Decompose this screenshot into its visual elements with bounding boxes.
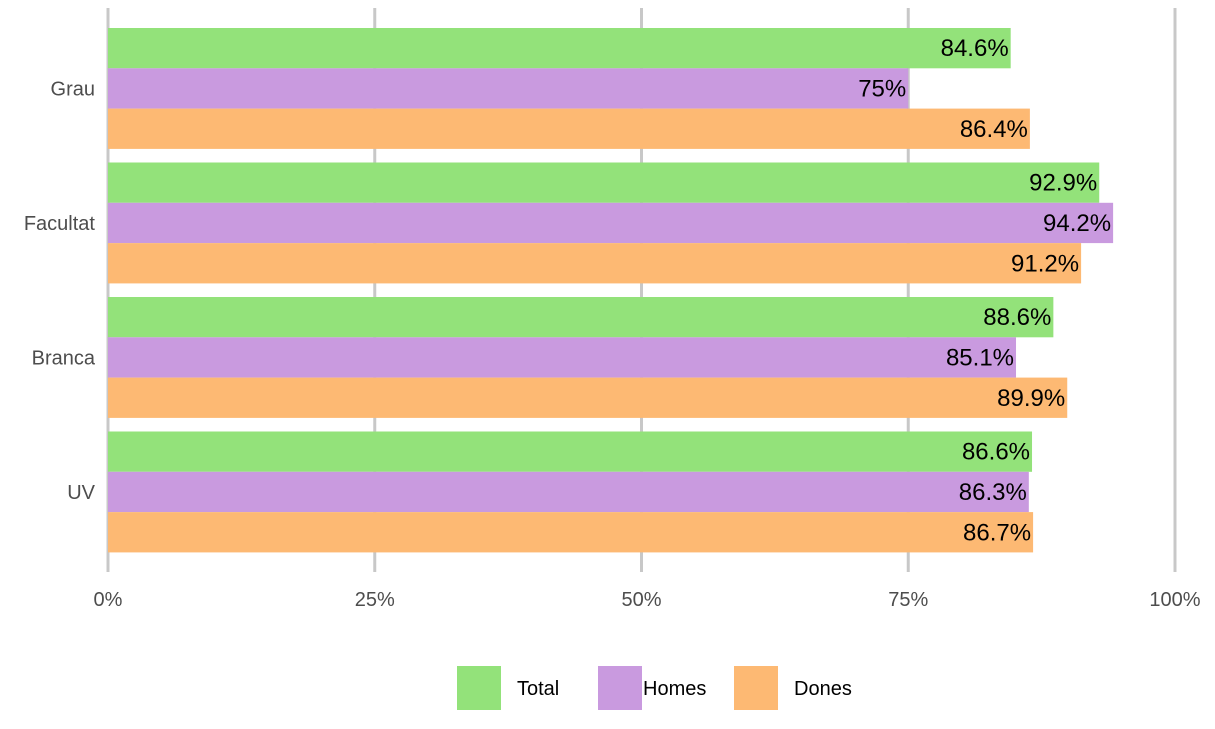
data-label: 84.6% bbox=[941, 35, 1009, 62]
data-label: 86.3% bbox=[959, 479, 1027, 506]
data-label: 86.7% bbox=[963, 519, 1031, 546]
x-tick-label: 75% bbox=[888, 589, 928, 611]
bar-dones bbox=[108, 243, 1082, 284]
bar-dones bbox=[108, 512, 1034, 553]
legend-label: Homes bbox=[643, 678, 706, 700]
x-tick-label: 25% bbox=[355, 589, 395, 611]
x-tick-label: 0% bbox=[94, 589, 123, 611]
bar-dones bbox=[108, 377, 1068, 418]
bar-dones bbox=[108, 108, 1030, 149]
bar-homes bbox=[108, 471, 1029, 513]
legend-label: Dones bbox=[794, 678, 852, 700]
data-label: 89.9% bbox=[997, 385, 1065, 412]
data-labels: 84.6% 75% 86.4%92.9% 94.2% 91.2% 88.6% 85.1% 89… bbox=[858, 35, 1111, 546]
bars bbox=[108, 28, 1114, 553]
legend-key-total bbox=[457, 666, 501, 710]
data-label: 86.4% bbox=[960, 116, 1028, 143]
data-label: 92.9% bbox=[1029, 170, 1097, 197]
data-label: 75% bbox=[858, 75, 906, 102]
data-label: 85.1% bbox=[946, 344, 1014, 371]
data-label: 88.6% bbox=[983, 304, 1051, 331]
legend-label: Total bbox=[517, 678, 559, 700]
data-label: 91.2% bbox=[1011, 250, 1079, 277]
category-label: Grau bbox=[51, 78, 95, 100]
category-label: UV bbox=[67, 482, 95, 504]
x-tick-label: 50% bbox=[621, 589, 661, 611]
category-label: Facultat bbox=[24, 213, 96, 235]
category-axis: Grau Facultat Branca UV bbox=[24, 78, 96, 504]
bar-total bbox=[108, 162, 1100, 203]
legend: Total Homes Dones bbox=[457, 666, 852, 710]
data-label: 86.6% bbox=[962, 439, 1030, 466]
legend-key-homes bbox=[598, 666, 642, 710]
bar-total bbox=[108, 28, 1011, 69]
bar-total bbox=[108, 431, 1033, 472]
bar-homes bbox=[108, 337, 1017, 378]
data-label: 94.2% bbox=[1043, 210, 1111, 237]
value-axis: 0% 25% 50% 75% 100% bbox=[94, 589, 1201, 611]
x-tick-label: 100% bbox=[1149, 589, 1200, 611]
bar-homes bbox=[108, 202, 1114, 244]
bar-total bbox=[108, 297, 1054, 338]
bar-homes bbox=[108, 68, 909, 109]
category-label: Branca bbox=[32, 347, 96, 369]
legend-key-dones bbox=[734, 666, 778, 710]
